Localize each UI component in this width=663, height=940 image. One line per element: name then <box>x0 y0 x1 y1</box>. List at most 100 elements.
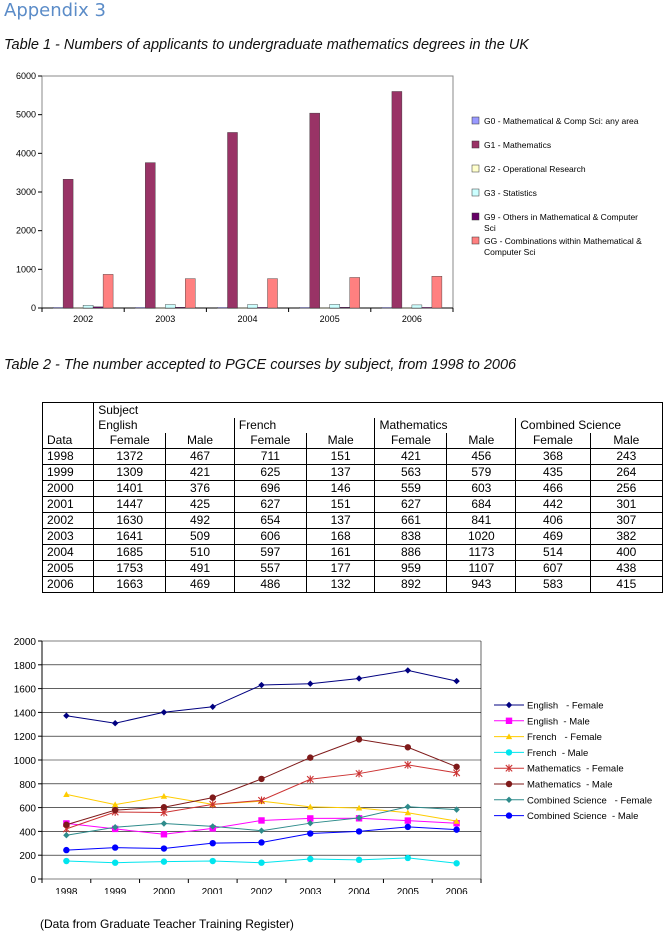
value-cell: 1401 <box>93 480 167 497</box>
data-point <box>258 817 265 824</box>
legend-swatch <box>471 140 480 149</box>
y-tick-label: 1200 <box>14 732 37 743</box>
data-point <box>505 812 513 819</box>
y-tick-label: 400 <box>19 827 36 838</box>
bar <box>391 91 403 309</box>
value-cell: 886 <box>374 544 448 561</box>
data-point <box>404 803 412 810</box>
legend-label: G9 - Others in Mathematical & Computer Sc… <box>484 212 638 233</box>
value-cell: 654 <box>233 512 307 529</box>
value-cell: 243 <box>589 448 663 465</box>
table-corner-cell <box>41 402 95 418</box>
value-cell: 146 <box>305 480 376 497</box>
series-line <box>63 823 460 854</box>
data-point <box>404 744 412 751</box>
x-tick-label: 2003 <box>155 314 175 324</box>
value-cell: 466 <box>515 480 591 497</box>
y-tick-label: 4000 <box>16 148 36 158</box>
value-cell: 557 <box>233 560 307 577</box>
x-tick-label: 2004 <box>348 887 371 894</box>
bar <box>349 277 360 309</box>
gender-header: Male <box>589 433 663 449</box>
data-point <box>63 712 70 719</box>
value-cell: 606 <box>233 528 307 545</box>
data-point <box>505 749 513 756</box>
legend-label: English - Female <box>527 701 604 712</box>
bar <box>319 307 330 309</box>
data-point <box>453 763 460 770</box>
value-cell: 307 <box>589 512 663 529</box>
value-cell: 841 <box>446 512 517 529</box>
data-point <box>404 854 412 862</box>
y-tick-label: 6000 <box>16 71 36 81</box>
bar <box>227 132 238 309</box>
data-point <box>453 677 460 685</box>
value-cell: 1630 <box>93 512 167 529</box>
data-point <box>306 775 314 784</box>
data-point <box>111 844 119 851</box>
subject-name: French <box>233 418 376 433</box>
legend-label: G1 - Mathematics <box>484 140 551 150</box>
bar <box>237 307 248 309</box>
data-point <box>160 858 168 865</box>
value-cell: 256 <box>589 480 663 497</box>
value-cell: 1107 <box>446 560 517 577</box>
table-row: 2000 1401 376 696 146 559 603 466 256 <box>41 480 663 497</box>
page-heading: Appendix 3 <box>4 0 106 21</box>
data-point <box>258 775 265 783</box>
table-row: 2002 1630 492 654 137 661 841 406 307 <box>41 512 663 529</box>
value-cell: 151 <box>305 448 376 465</box>
year-cell: 2000 <box>41 480 95 497</box>
data-point <box>355 675 363 682</box>
data-point <box>307 680 314 687</box>
value-cell: 151 <box>305 496 376 513</box>
table-row: 1998 1372 467 711 151 421 456 368 243 <box>41 448 663 465</box>
year-cell: 2005 <box>41 560 95 577</box>
value-cell: 510 <box>165 544 235 561</box>
value-cell: 603 <box>446 480 517 497</box>
legend-label: G2 - Operational Research <box>484 164 586 174</box>
gender-header: Male <box>165 433 235 449</box>
data-point <box>404 817 412 824</box>
bar <box>411 304 423 309</box>
legend-label: English - Male <box>527 716 590 727</box>
data-point <box>307 754 314 761</box>
data-point <box>505 780 513 788</box>
data-point <box>209 857 216 865</box>
x-tick-label: 2002 <box>73 314 93 324</box>
value-cell: 469 <box>165 576 235 593</box>
data-point <box>355 804 363 811</box>
value-cell: 161 <box>305 544 376 561</box>
bar <box>329 304 340 309</box>
value-cell: 684 <box>446 496 517 513</box>
value-cell: 838 <box>374 528 448 545</box>
subject-name: Combined Science <box>515 418 663 433</box>
x-tick-label: 2003 <box>299 887 322 894</box>
legend-label: Mathematics - Female <box>527 764 624 775</box>
bar <box>381 307 393 309</box>
pgce-table: Subject English French Mathematics Combined … <box>41 402 663 593</box>
data-point <box>63 857 70 865</box>
data-point <box>404 761 412 769</box>
data-point <box>258 839 265 846</box>
bar <box>92 306 104 309</box>
gender-header: Male <box>305 433 376 449</box>
bar <box>421 307 433 309</box>
x-tick-label: 1998 <box>55 887 78 894</box>
value-cell: 137 <box>305 512 376 529</box>
y-tick-label: 1400 <box>14 708 37 719</box>
value-cell: 1685 <box>93 544 167 561</box>
value-cell: 438 <box>589 560 663 577</box>
bar <box>339 307 350 309</box>
y-tick-label: 1000 <box>16 264 36 274</box>
data-point <box>209 703 216 711</box>
year-cell: 2004 <box>41 544 95 561</box>
data-point <box>63 832 70 839</box>
table-row: 2004 1685 510 597 161 886 1173 514 400 <box>41 544 663 561</box>
value-cell: 177 <box>305 560 376 577</box>
y-tick-label: 3000 <box>16 187 36 197</box>
bar <box>155 307 166 309</box>
bar <box>135 307 146 309</box>
table-row: 2003 1641 509 606 168 838 1020 469 382 <box>41 528 663 545</box>
value-cell: 368 <box>515 448 591 465</box>
